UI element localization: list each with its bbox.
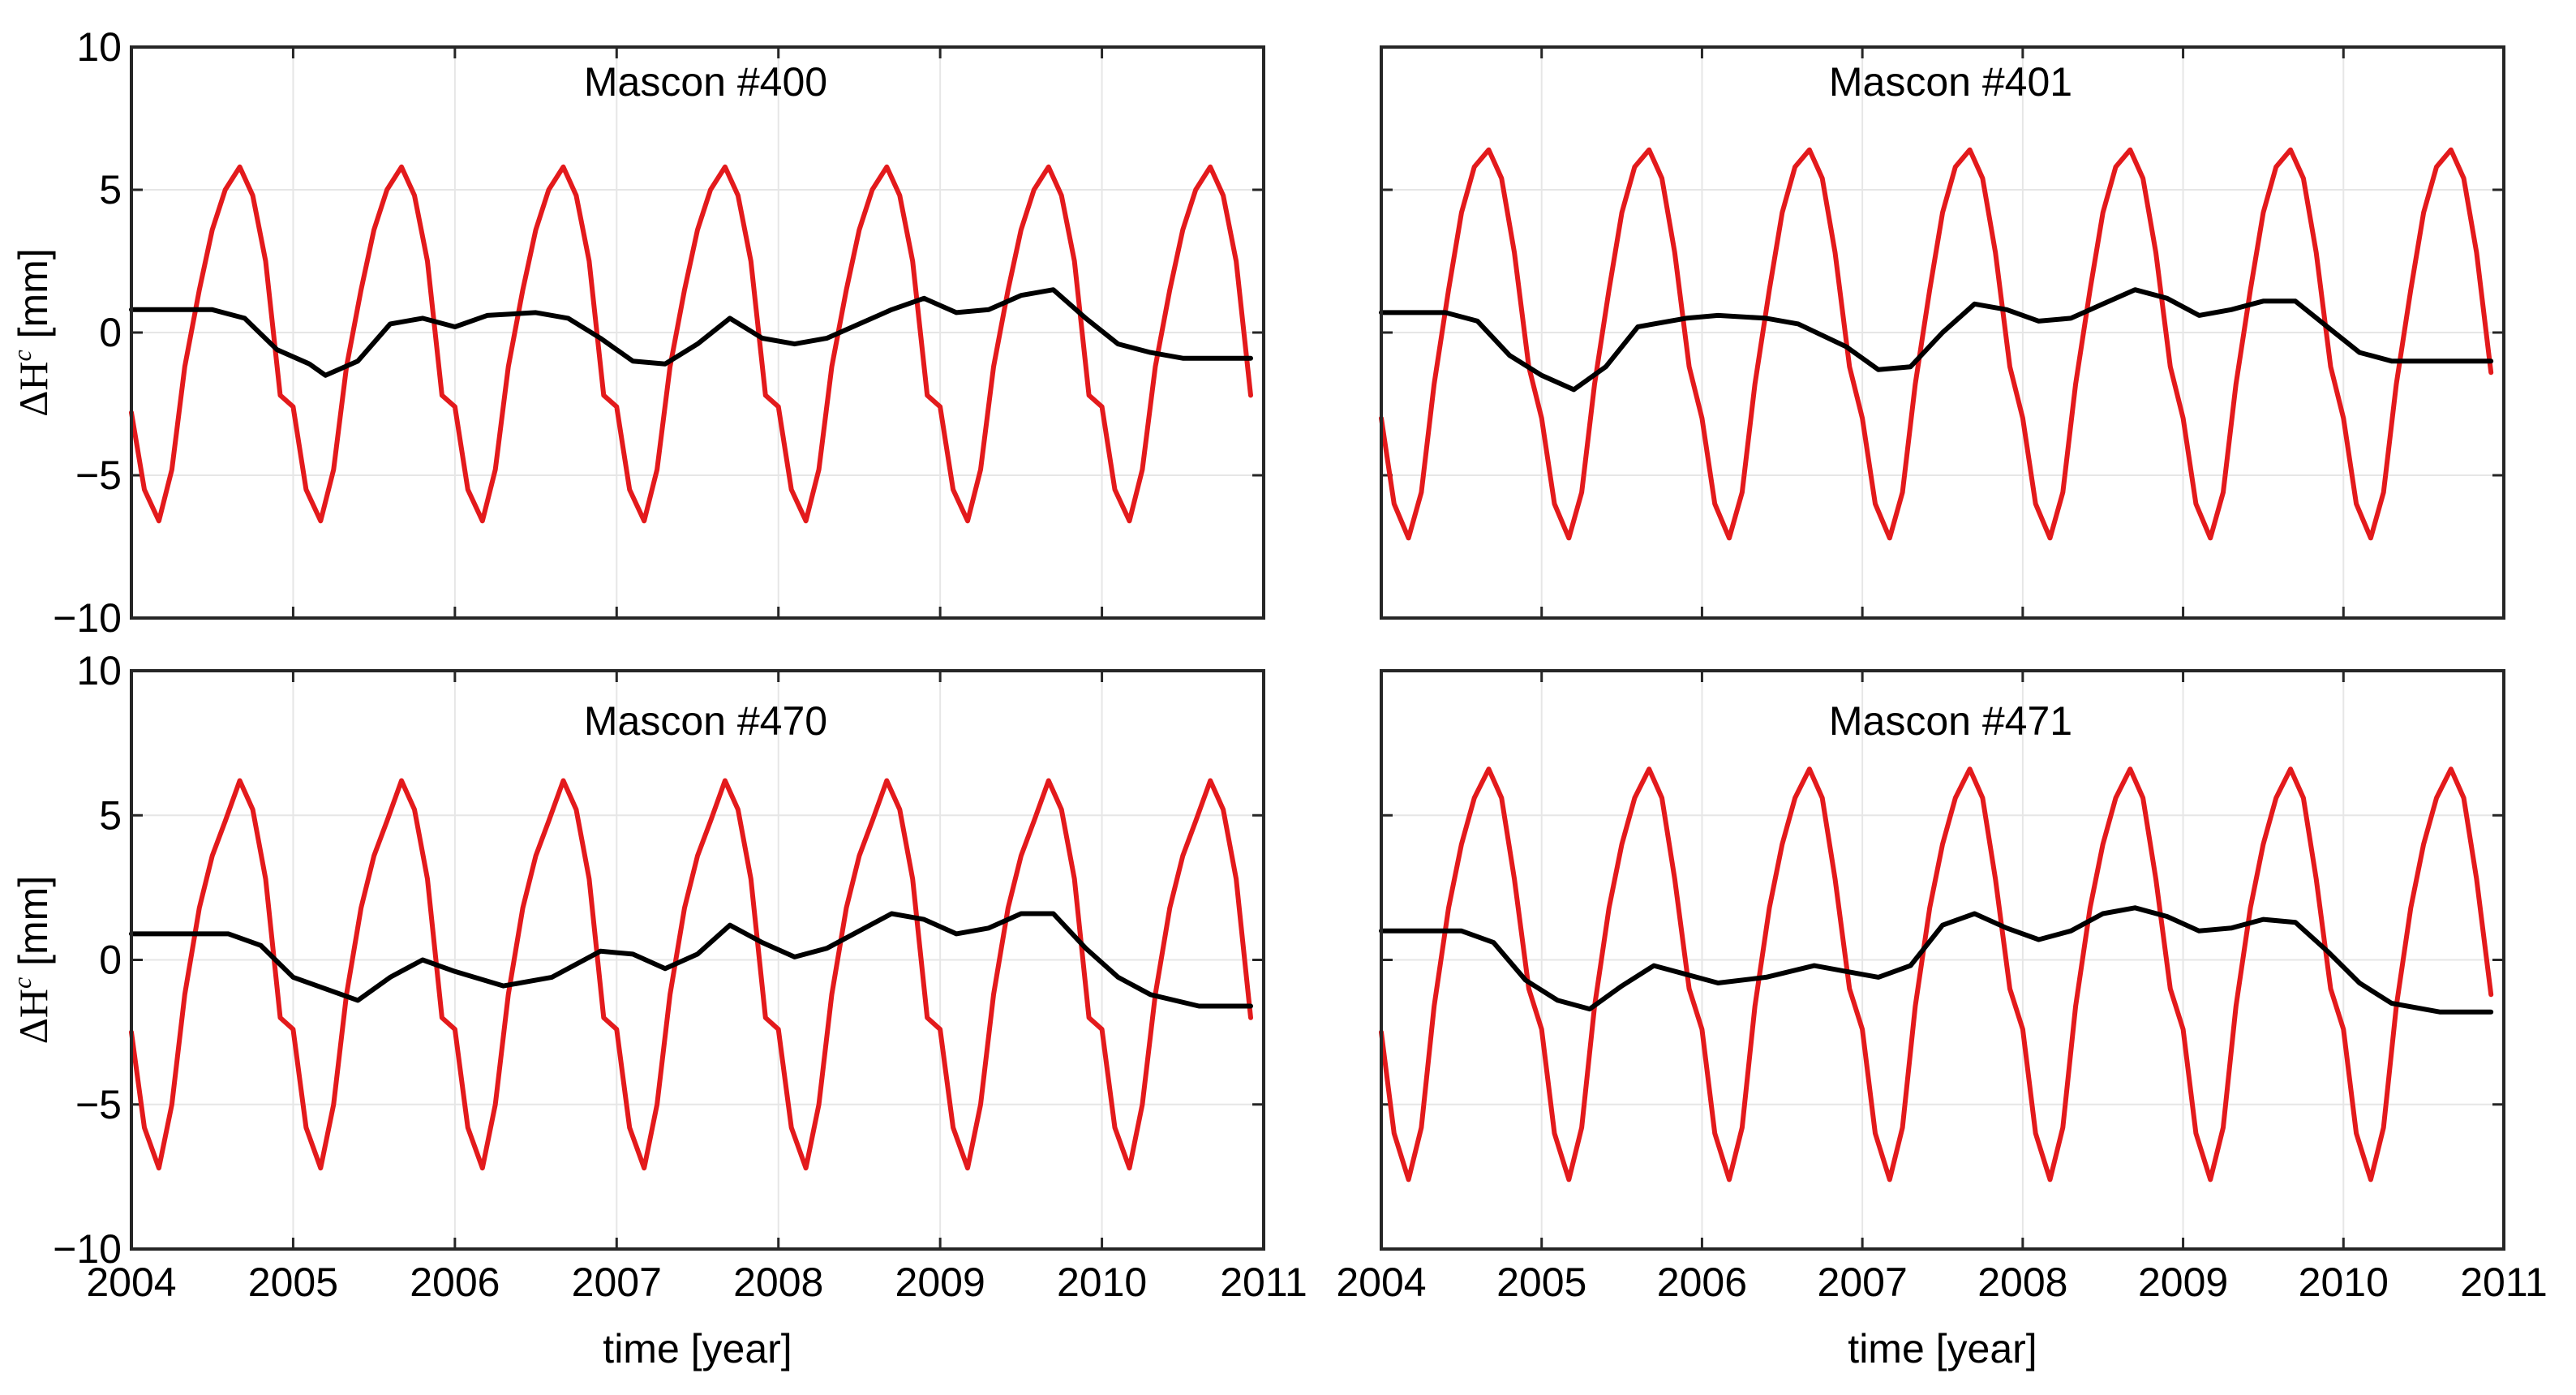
- p2-xtick-label-2010: 2010: [1057, 1260, 1147, 1305]
- p0-panel-title: Mascon #400: [584, 59, 827, 105]
- p2-series-red-line: [129, 778, 1253, 1171]
- panel-mascon-401: Mascon #401: [1379, 45, 2505, 620]
- p2-xtick-label-2007: 2007: [572, 1260, 662, 1305]
- p3-xtick-label-2006: 2006: [1657, 1260, 1747, 1305]
- p2-ytick-label-m10: −10: [53, 1226, 122, 1272]
- p1-series-red-line: [1379, 147, 2494, 541]
- p3-panel-title: Mascon #471: [1829, 698, 2072, 744]
- p2-axes-frame: [130, 669, 1265, 1251]
- p3-series-black-line: [1379, 905, 2494, 1015]
- p3-xtick-label-2007: 2007: [1818, 1260, 1908, 1305]
- p2-y-axis-label: ΔHc [mm]: [7, 876, 56, 1044]
- panel-mascon-470: Mascon #470 10 5 0 −5 −10 ΔHc [mm] 2004 2005 2006…: [7, 648, 1307, 1371]
- p2-ytick-label-10: 10: [76, 648, 122, 693]
- p3-xtick-label-2004: 2004: [1336, 1260, 1426, 1305]
- p0-axes-frame: [130, 45, 1265, 620]
- p2-ytick-label-5: 5: [99, 792, 122, 838]
- p3-xtick-label-2005: 2005: [1496, 1260, 1586, 1305]
- p2-xtick-label-2011: 2011: [1220, 1260, 1307, 1305]
- p3-xtick-label-2009: 2009: [2138, 1260, 2228, 1305]
- p2-x-axis-label: time [year]: [603, 1326, 792, 1371]
- p2-ytick-label-0: 0: [99, 938, 122, 983]
- p1-panel-title: Mascon #401: [1829, 59, 2072, 105]
- p3-x-axis-label: time [year]: [1848, 1326, 2037, 1371]
- p0-ytick-label-0: 0: [99, 310, 122, 355]
- p3-series-red-line: [1379, 766, 2494, 1183]
- p2-xtick-label-2006: 2006: [410, 1260, 500, 1305]
- p2-xtick-label-2008: 2008: [733, 1260, 823, 1305]
- p2-xtick-label-2009: 2009: [895, 1260, 985, 1305]
- p3-axes-frame: [1380, 669, 2505, 1251]
- p1-series-black-line: [1379, 287, 2494, 393]
- p0-ytick-label-5: 5: [99, 167, 122, 212]
- p2-series-black-line: [129, 911, 1253, 1009]
- p0-ytick-label-m10: −10: [53, 595, 122, 641]
- p2-xtick-label-2005: 2005: [248, 1260, 338, 1305]
- p3-xtick-label-2008: 2008: [1977, 1260, 2067, 1305]
- panel-mascon-400: Mascon #400 10 5 0 −5 −10 ΔHc [mm]: [7, 24, 1265, 641]
- p0-ytick-label-10: 10: [76, 24, 122, 70]
- p3-xtick-label-2011: 2011: [2460, 1260, 2548, 1305]
- p3-xtick-label-2010: 2010: [2299, 1260, 2389, 1305]
- p0-series-black-line: [129, 287, 1253, 378]
- p0-y-axis-label: ΔHc [mm]: [7, 248, 56, 416]
- p2-xtick-label-2004: 2004: [86, 1260, 176, 1305]
- p2-panel-title: Mascon #470: [584, 698, 827, 744]
- p0-ytick-label-m5: −5: [75, 453, 122, 498]
- p2-ytick-label-m5: −5: [75, 1082, 122, 1127]
- p0-series-red-line: [129, 164, 1253, 524]
- panel-mascon-471: Mascon #471 2004 2005 2006 2007 2008 2009 2010 2…: [1336, 669, 2548, 1371]
- p1-axes-frame: [1380, 45, 2505, 620]
